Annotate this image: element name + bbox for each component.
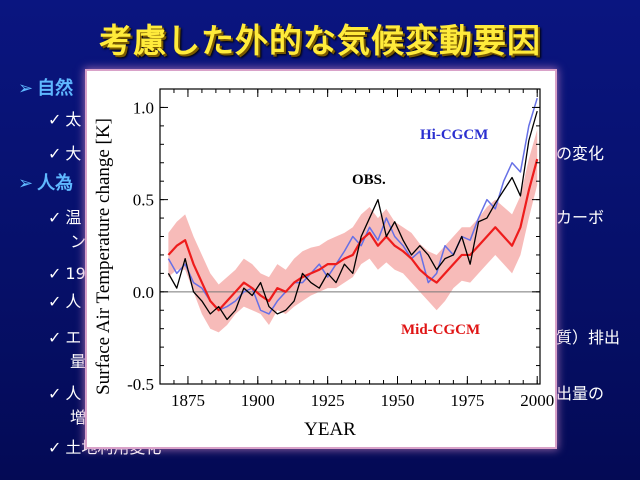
annotation-mid-cgcm: Mid-CGCM — [401, 322, 480, 338]
y-tick-label: 1.0 — [133, 98, 154, 117]
check-bullet-icon: ✓ — [48, 144, 62, 163]
bullet-fragment: 質）排出 — [556, 328, 621, 347]
bullet-item: ✓ 19 — [48, 264, 86, 283]
y-tick-label: 0.5 — [133, 191, 154, 210]
x-tick-label: 1875 — [171, 391, 205, 410]
bullet-fragment: の変化 — [556, 144, 605, 163]
arrow-bullet-icon: ➢ — [18, 173, 34, 194]
series-layer — [167, 98, 539, 321]
y-axis-label: Surface Air Temperature change [K] — [93, 118, 114, 395]
check-bullet-icon: ✓ — [48, 328, 62, 347]
check-bullet-icon: ✓ — [48, 438, 62, 457]
bullet-item: ✓ 太 — [48, 110, 82, 129]
bullet-item: 量 — [70, 352, 87, 371]
slide-title: 考慮した外的な気候変動要因 — [99, 21, 541, 60]
y-tick-label: -0.5 — [127, 375, 154, 394]
bullet-item: ✓ 人 — [48, 292, 82, 311]
bullet-item: ン — [70, 232, 87, 251]
band-layer — [168, 129, 538, 333]
bullet-item: ➢ 人為 — [18, 173, 74, 194]
annotation-obs: OBS. — [352, 172, 386, 188]
x-tick-label: 1925 — [311, 391, 345, 410]
check-bullet-icon: ✓ — [48, 110, 62, 129]
x-tick-label: 1975 — [450, 391, 484, 410]
check-bullet-icon: ✓ — [48, 264, 62, 283]
bullet-item: 増 — [70, 408, 87, 427]
chart-panel: 1875 1900 1925 1950 1975 2000 -0.5 0.0 0.5 1.0 Su… — [87, 71, 555, 447]
check-bullet-icon: ✓ — [48, 384, 62, 403]
series-line-hi-cgcm — [167, 98, 538, 315]
x-tick-label: 1900 — [241, 391, 275, 410]
x-tick-label: 2000 — [520, 391, 554, 410]
bullet-item: ✓ 大 — [48, 144, 82, 163]
spread-band — [168, 129, 538, 333]
bullet-item: ✓ 温 — [48, 208, 82, 227]
tick-layer: 1875 1900 1925 1950 1975 2000 -0.5 0.0 0.5 1.0 — [127, 88, 554, 410]
bullet-item: ✓ 人 — [48, 384, 82, 403]
x-tick-label: 1950 — [381, 391, 415, 410]
arrow-bullet-icon: ➢ — [18, 78, 34, 99]
series-line-obs — [167, 110, 538, 321]
bullet-fragment: 出量の — [556, 384, 605, 403]
check-bullet-icon: ✓ — [48, 208, 62, 227]
y-tick-label: 0.0 — [133, 283, 154, 302]
bullet-item: ✓ エ — [48, 328, 82, 347]
annotation-hi-cgcm: Hi-CGCM — [420, 127, 488, 143]
bullet-item: ➢ 自然 — [18, 78, 74, 99]
x-axis-label: YEAR — [304, 419, 356, 440]
temperature-chart: 1875 1900 1925 1950 1975 2000 -0.5 0.0 0.5 1.0 Su… — [93, 88, 554, 440]
series-line-mid-cgcm — [167, 158, 539, 312]
bullet-fragment: カーボ — [556, 208, 605, 227]
check-bullet-icon: ✓ — [48, 292, 62, 311]
